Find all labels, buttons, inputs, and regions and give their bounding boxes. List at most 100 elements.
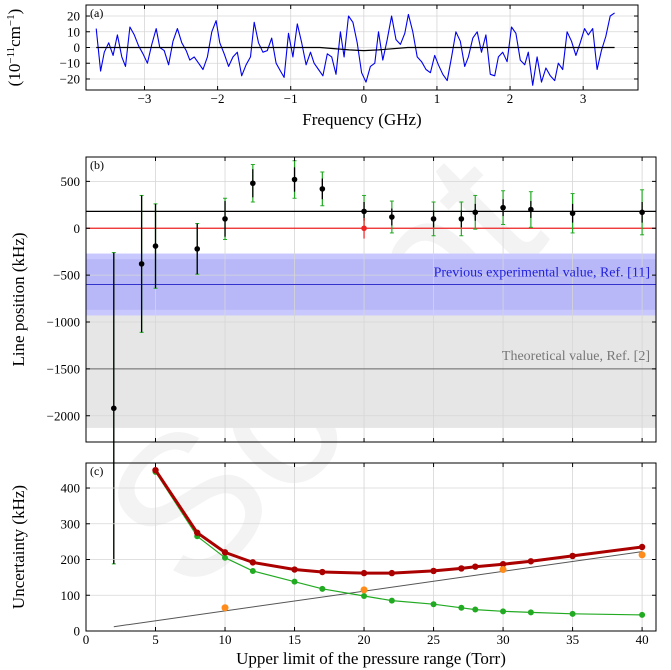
y-tick-label: 500 <box>61 174 81 189</box>
red-point <box>249 559 257 566</box>
plot-frame <box>85 156 657 443</box>
y-tick-label: −1500 <box>47 361 80 376</box>
plot-frame <box>85 4 639 91</box>
residual-line <box>95 12 615 86</box>
x-tick-label: 40 <box>636 632 649 647</box>
x-axis-label: Upper limit of the pressure range (Torr) <box>236 649 506 668</box>
y-tick-label: −20 <box>60 71 80 86</box>
data-point <box>569 210 576 217</box>
green-point <box>430 601 437 608</box>
orange-point <box>221 604 229 612</box>
data-point <box>361 208 367 215</box>
data-point <box>528 206 534 213</box>
red-point <box>319 568 326 576</box>
red-point <box>291 566 298 573</box>
y-tick-label: 0 <box>74 221 81 236</box>
x-tick-label: 35 <box>566 632 579 647</box>
y-axis-label-part: (10 <box>5 64 24 87</box>
y-axis-label: (10−11cm−1) <box>5 9 24 87</box>
fit-line <box>96 46 615 52</box>
x-tick-label: 25 <box>427 632 440 647</box>
data-point <box>639 209 645 216</box>
x-tick-label: 20 <box>358 632 371 647</box>
y-tick-label: 0 <box>74 40 81 55</box>
x-tick-label: −1 <box>284 91 298 106</box>
data-point <box>152 243 159 249</box>
green-point <box>249 567 256 574</box>
red-point <box>499 560 507 568</box>
trend-line <box>113 551 643 628</box>
y-axis-label-part: cm <box>5 26 24 47</box>
red-point <box>152 466 159 474</box>
data-point <box>430 216 437 222</box>
x-tick-label: 15 <box>288 632 301 647</box>
green-point <box>569 610 576 617</box>
panel-label: (c) <box>90 464 103 478</box>
y-tick-label: 400 <box>61 481 81 496</box>
x-tick-label: 10 <box>219 632 232 647</box>
y-axis-label-part: −1 <box>5 14 17 26</box>
y-tick-label: 20 <box>67 9 80 24</box>
green-point <box>361 592 368 599</box>
x-tick-label: 0 <box>83 632 90 647</box>
green-point <box>319 585 326 592</box>
data-point <box>138 261 145 267</box>
y-tick-label: −1000 <box>47 315 80 330</box>
y-axis-label: Uncertainty (kHz) <box>9 485 28 609</box>
green-point <box>222 554 229 561</box>
green-point <box>527 609 534 616</box>
red-point <box>388 569 396 577</box>
x-tick-label: −3 <box>138 91 152 106</box>
x-tick-label: 2 <box>507 91 514 106</box>
red-point <box>472 563 479 570</box>
data-point <box>111 405 117 412</box>
panel-label: (b) <box>90 158 104 172</box>
red-point <box>569 552 576 560</box>
red-point <box>638 543 646 551</box>
x-tick-label: 3 <box>580 91 587 106</box>
panel-b: Previous experimental value, Ref. [11] Th… <box>9 156 657 565</box>
y-tick-label: 200 <box>61 552 81 567</box>
x-tick-label: 30 <box>497 632 510 647</box>
x-tick-label: 0 <box>361 91 368 106</box>
red-point <box>527 558 535 565</box>
orange-point <box>360 586 368 594</box>
red-data-point <box>361 225 367 232</box>
x-tick-label: −2 <box>211 91 225 106</box>
green-point <box>388 597 395 604</box>
y-axis-label-part: ) <box>5 9 24 15</box>
y-tick-label: 0 <box>74 624 81 639</box>
y-tick-label: 300 <box>61 516 81 531</box>
y-axis-label-part: −11 <box>5 47 17 64</box>
data-point <box>194 246 201 252</box>
previous-value-label: Previous experimental value, Ref. [11] <box>434 266 650 281</box>
y-axis-label: Line position (kHz) <box>9 232 28 366</box>
orange-point <box>638 551 646 559</box>
red-point <box>430 567 437 575</box>
y-tick-label: −500 <box>53 268 80 283</box>
x-tick-label: 5 <box>152 632 159 647</box>
panel-label: (a) <box>90 6 103 20</box>
data-point <box>389 214 395 220</box>
y-tick-label: −2000 <box>47 408 80 423</box>
data-point <box>319 186 326 192</box>
y-tick-label: −10 <box>60 56 80 71</box>
orange-point <box>499 566 507 574</box>
x-axis-label: Frequency (GHz) <box>302 110 421 129</box>
data-point <box>291 176 298 183</box>
data-point <box>458 216 465 222</box>
y-tick-label: 100 <box>61 588 81 603</box>
green-point <box>472 606 479 613</box>
theory-value-label: Theoretical value, Ref. [2] <box>502 349 650 364</box>
plot-frame <box>85 462 657 632</box>
red-point <box>194 529 201 536</box>
green-point <box>639 611 646 618</box>
green-point <box>500 608 507 615</box>
data-point <box>500 204 506 211</box>
data-point <box>222 216 228 222</box>
red-point <box>458 565 465 572</box>
red-point <box>221 549 229 556</box>
